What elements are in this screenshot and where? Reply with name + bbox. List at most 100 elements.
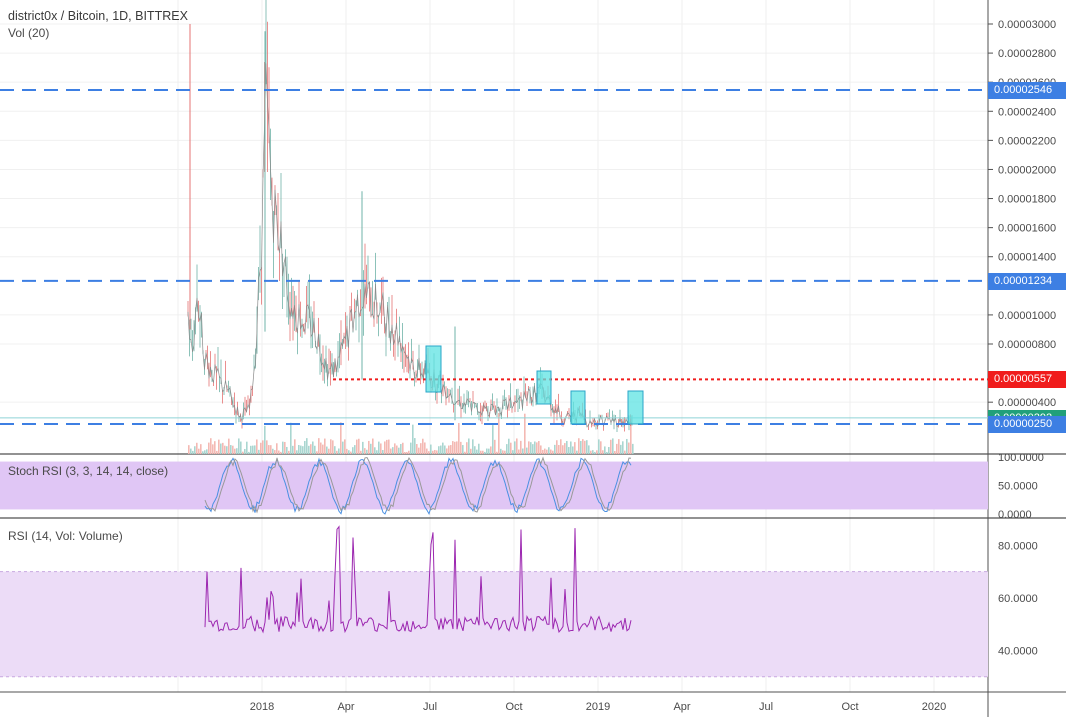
volume-bar [196, 442, 198, 454]
volume-bar [336, 450, 338, 454]
volume-bar [632, 443, 634, 454]
volume-bar [428, 451, 430, 454]
volume-bar [238, 438, 240, 454]
volume-bar [578, 438, 580, 454]
volume-bar [334, 446, 336, 454]
volume-bar [406, 451, 408, 454]
volume-bar [610, 439, 612, 454]
volume-bar [558, 444, 560, 454]
volume-bar [346, 448, 348, 454]
time-axis-label: Oct [841, 701, 858, 713]
volume-bar [204, 450, 206, 454]
volume-bar [414, 438, 416, 454]
volume-bar [416, 444, 418, 454]
volume-bar [344, 439, 346, 454]
volume-bar [206, 449, 208, 454]
volume-bar [442, 442, 444, 454]
volume-bar [446, 448, 448, 454]
volume-bar [490, 446, 492, 454]
volume-bar [520, 440, 522, 454]
volume-bar [262, 440, 264, 454]
volume-bar [356, 439, 358, 454]
volume-bar [480, 450, 482, 454]
volume-bar [528, 441, 530, 454]
volume-bar [390, 448, 392, 454]
volume-bar [460, 441, 462, 454]
volume-bar [522, 448, 524, 454]
volume-bar [458, 423, 460, 454]
volume-bar [470, 448, 472, 454]
volume-bar [216, 450, 218, 454]
rsi-axis-tick: 80.0000 [998, 540, 1038, 552]
volume-bar [464, 451, 466, 454]
price-axis-tick: 0.00001600 [998, 223, 1056, 235]
volume-bar [364, 448, 366, 454]
volume-bar [294, 439, 296, 454]
volume-bar [332, 440, 334, 454]
volume-bar [502, 450, 504, 454]
volume-bar [476, 449, 478, 454]
volume-bar [222, 442, 224, 454]
volume-bar [570, 441, 572, 454]
volume-bar [400, 444, 402, 454]
volume-bar [590, 450, 592, 454]
volume-bar [394, 443, 396, 454]
volume-bar [190, 448, 192, 454]
volume-bar [244, 448, 246, 454]
volume-bar [386, 439, 388, 454]
highlight-box [425, 345, 442, 393]
volume-bar [234, 448, 236, 454]
volume-bar [266, 440, 268, 454]
volume-bar [202, 451, 204, 454]
volume-bar [340, 422, 342, 454]
volume-bar [422, 438, 424, 454]
volume-bar [300, 445, 302, 454]
volume-bar [444, 445, 446, 454]
volume-bar [616, 443, 618, 454]
volume-bar [236, 448, 238, 454]
volume-bar [270, 445, 272, 454]
volume-bar [448, 445, 450, 454]
rsi-legend: RSI (14, Vol: Volume) [8, 529, 123, 543]
time-axis-label: Jul [759, 701, 773, 713]
volume-bar [472, 439, 474, 454]
volume-bar [606, 451, 608, 454]
volume-bar [488, 448, 490, 454]
volume-bar [396, 445, 398, 454]
time-axis-label: Oct [505, 701, 522, 713]
volume-bar [250, 445, 252, 454]
volume-bar [624, 450, 626, 454]
price-axis-tick: 0.00001400 [998, 252, 1056, 264]
volume-bar [598, 439, 600, 454]
volume-bar [478, 443, 480, 454]
price-axis-tick: 0.00002000 [998, 164, 1056, 176]
volume-bar [582, 439, 584, 454]
highlight-box [536, 370, 552, 405]
volume-bar [626, 438, 628, 454]
volume-bar [456, 441, 458, 454]
time-axis-label: Jul [423, 701, 437, 713]
symbol-title: district0x / Bitcoin, 1D, BITTREX [8, 9, 188, 23]
volume-bar [418, 447, 420, 454]
stoch-axis-tick: 50.0000 [998, 481, 1038, 493]
price-axis-tick: 0.00001800 [998, 194, 1056, 206]
rsi-line [204, 525, 632, 634]
volume-bar [286, 446, 288, 454]
price-axis-tick: 0.00001000 [998, 310, 1056, 322]
volume-bar [630, 416, 632, 454]
volume-bar [358, 438, 360, 454]
volume-bar [296, 450, 298, 454]
volume-bar [484, 451, 486, 454]
volume-bar [462, 445, 464, 454]
volume-bar [596, 450, 598, 454]
volume-bar [210, 438, 212, 454]
time-axis-label: 2019 [586, 701, 610, 713]
price-line [187, 63, 633, 428]
volume-bar [240, 441, 242, 454]
volume-bar [330, 439, 332, 454]
volume-bar [506, 444, 508, 454]
volume-bar [302, 446, 304, 454]
volume-bar [388, 439, 390, 454]
volume-bar [290, 422, 292, 454]
